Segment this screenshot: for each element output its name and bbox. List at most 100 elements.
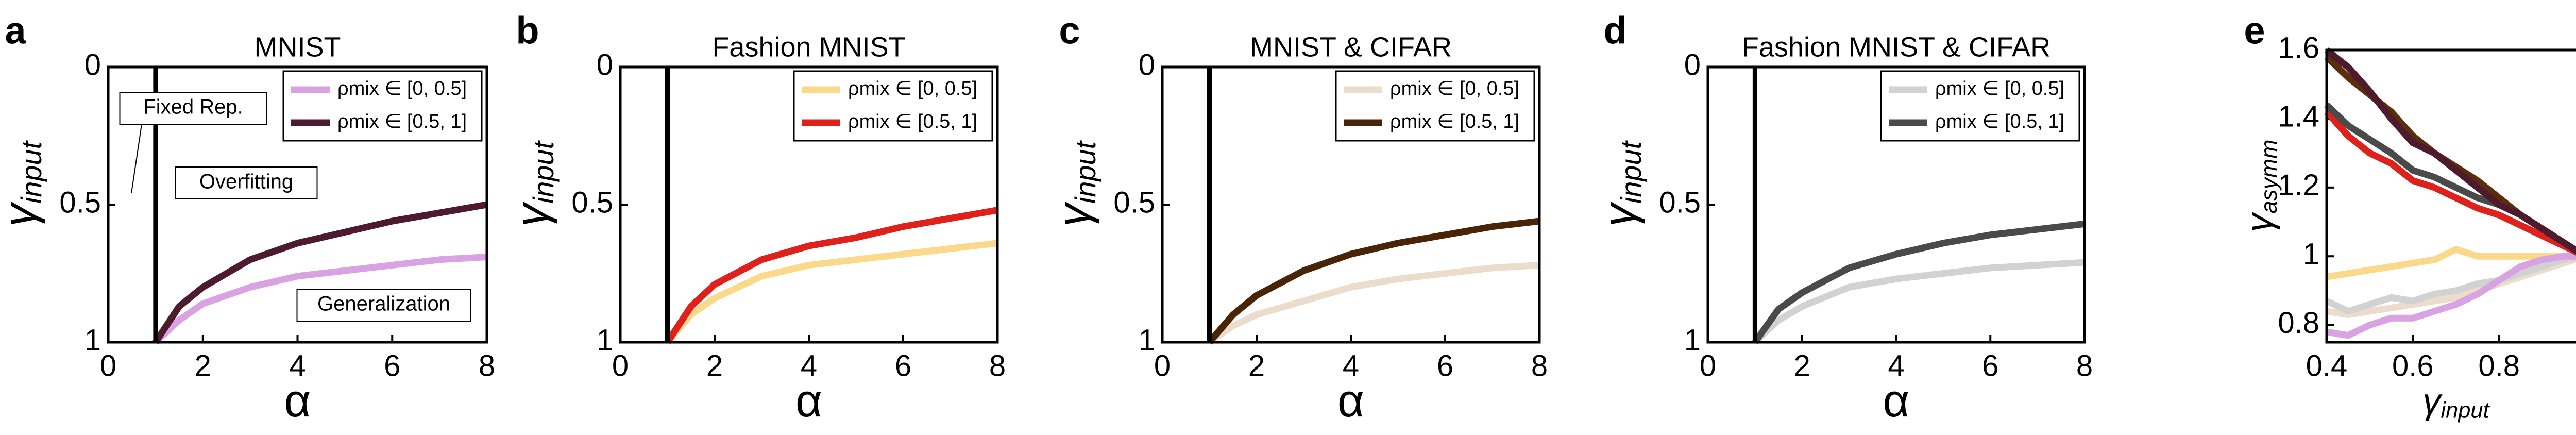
x-tick-label: 0 — [1700, 349, 1716, 382]
x-tick-label: 6 — [384, 349, 400, 382]
series-line — [153, 253, 487, 345]
y-tick-label: 0.5 — [59, 186, 101, 219]
y-tick-label: 1 — [597, 323, 613, 357]
panel-letter: b — [516, 9, 539, 52]
y-axis-label-symbol: γ — [1048, 201, 1100, 227]
y-tick-label: 1 — [1139, 323, 1155, 357]
y-axis-label-symbol: γ — [0, 201, 46, 227]
legend-box — [1880, 70, 2080, 142]
x-tick-label: 8 — [989, 349, 1006, 382]
y-axis-label-subscript: input — [15, 140, 47, 204]
series-line — [665, 207, 998, 344]
x-tick-label: 2 — [1794, 349, 1810, 382]
y-axis-label: γinput — [506, 140, 560, 227]
y-tick-label: 0 — [84, 48, 101, 81]
annotation: Overfitting — [199, 171, 293, 193]
x-axis-label-symbol: γ — [2422, 381, 2443, 421]
panel-letter: c — [1059, 9, 1080, 52]
legend-box — [1335, 70, 1535, 142]
x-axis-label: γinput — [2422, 381, 2490, 423]
x-tick-label: 4 — [1343, 349, 1359, 382]
legend-label: ρmix ∈ [0, 0.5] — [337, 78, 467, 99]
plot-frame — [1161, 65, 1541, 344]
y-axis-label-subscript: asymm — [2257, 140, 2282, 214]
annotation: Generalization — [317, 293, 450, 315]
annotation: Fixed Rep. — [143, 96, 243, 119]
x-tick-label: 6 — [1982, 349, 1998, 382]
x-tick-label: 0.4 — [2306, 349, 2348, 382]
panel-title: MNIST & CIFAR — [1250, 31, 1452, 62]
legend-label: ρmix ∈ [0, 0.5] — [848, 78, 977, 99]
legend-label: ρmix ∈ [0.5, 1] — [848, 111, 977, 132]
annotation-box — [296, 289, 471, 322]
x-tick-label: 8 — [2076, 349, 2093, 382]
x-tick-label: 0 — [612, 349, 629, 382]
x-tick-label: 8 — [479, 349, 495, 382]
y-tick-label: 0 — [1139, 48, 1155, 81]
series-line — [1207, 261, 1540, 345]
x-tick-label: 4 — [289, 349, 306, 382]
x-tick-label: 0.6 — [2392, 349, 2434, 382]
series-line — [2326, 253, 2576, 339]
legend-label: ρmix ∈ [0, 0.5] — [1390, 78, 1519, 99]
legend-box — [793, 70, 993, 142]
series-line — [665, 240, 998, 345]
x-axis-label: α — [284, 375, 311, 427]
legend-box — [282, 70, 483, 142]
series-line — [2326, 246, 2576, 280]
plot-frame — [107, 65, 488, 344]
x-tick-label: 4 — [1888, 349, 1904, 382]
x-tick-label: 2 — [1248, 349, 1265, 382]
annotation-box — [119, 92, 267, 125]
y-axis-label: γinput — [1048, 140, 1101, 227]
y-axis-label-subscript: input — [527, 140, 560, 204]
series-line — [1752, 259, 2085, 345]
y-axis-label: γinput — [0, 140, 47, 227]
x-tick-label: 0.8 — [2478, 349, 2520, 382]
x-tick-label: 2 — [706, 349, 723, 382]
series-line — [152, 201, 488, 344]
series-line — [2324, 47, 2576, 255]
panel-title: Fashion MNIST — [712, 31, 905, 62]
annotation-pointer — [131, 124, 142, 194]
series-line — [1752, 220, 2085, 344]
y-axis-label: γinput — [1594, 140, 1647, 227]
legend-label: ρmix ∈ [0.5, 1] — [1390, 111, 1519, 132]
y-axis-label-subscript: input — [1069, 140, 1101, 204]
series-line — [1207, 217, 1540, 345]
annotation-box — [175, 166, 318, 199]
y-tick-label: 1 — [84, 323, 101, 357]
y-tick-label: 1.4 — [2278, 100, 2319, 133]
x-axis-label: α — [795, 375, 822, 427]
x-tick-label: 8 — [1531, 349, 1548, 382]
legend-label: ρmix ∈ [0.5, 1] — [1935, 111, 2064, 132]
x-tick-label: 0 — [100, 349, 116, 382]
series-line — [2324, 109, 2576, 256]
y-axis-label-symbol: γ — [2239, 211, 2280, 232]
plot-frame — [619, 65, 999, 344]
panel-title: MNIST — [255, 31, 341, 62]
x-tick-label: 6 — [895, 349, 911, 382]
y-tick-label: 0.5 — [571, 186, 613, 219]
y-axis-label-symbol: γ — [1594, 201, 1646, 227]
panel-letter: a — [5, 9, 26, 52]
series-line — [2325, 254, 2576, 315]
y-tick-label: 1 — [2303, 238, 2319, 271]
x-tick-label: 4 — [801, 349, 817, 382]
x-axis-label: α — [1883, 375, 1909, 427]
legend-label: ρmix ∈ [0, 0.5] — [1935, 78, 2064, 99]
x-axis-label: α — [1337, 375, 1364, 427]
x-axis-label-subscript: input — [2441, 398, 2490, 423]
panel-title: Fashion MNIST & CIFAR — [1742, 31, 2050, 62]
panel-letter: e — [2244, 9, 2265, 52]
x-tick-label: 0 — [1154, 349, 1171, 382]
x-tick-label: 6 — [1437, 349, 1453, 382]
y-tick-label: 0 — [597, 48, 613, 81]
y-tick-label: 0.5 — [1113, 186, 1155, 219]
y-tick-label: 0.8 — [2278, 306, 2319, 340]
x-tick-label: 2 — [195, 349, 211, 382]
y-tick-label: 1.6 — [2278, 31, 2319, 64]
legend-label: ρmix ∈ [0.5, 1] — [337, 111, 467, 132]
